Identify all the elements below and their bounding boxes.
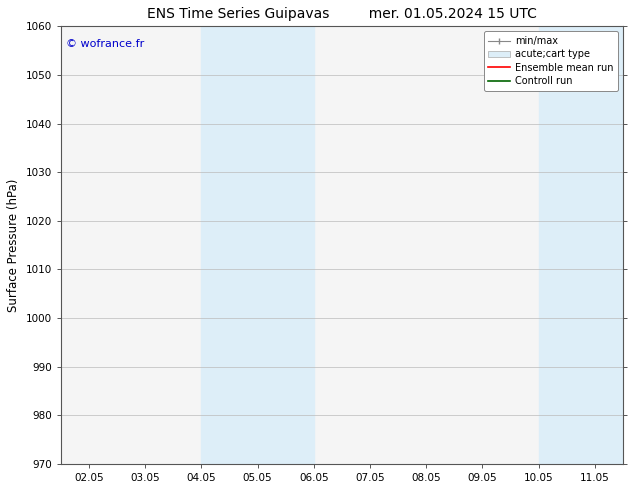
Y-axis label: Surface Pressure (hPa): Surface Pressure (hPa) xyxy=(7,178,20,312)
Bar xyxy=(595,26,623,464)
Bar xyxy=(202,26,257,464)
Bar xyxy=(538,26,595,464)
Text: © wofrance.fr: © wofrance.fr xyxy=(67,39,145,49)
Legend: min/max, acute;cart type, Ensemble mean run, Controll run: min/max, acute;cart type, Ensemble mean … xyxy=(484,31,618,91)
Title: ENS Time Series Guipavas         mer. 01.05.2024 15 UTC: ENS Time Series Guipavas mer. 01.05.2024… xyxy=(147,7,537,21)
Bar xyxy=(257,26,314,464)
